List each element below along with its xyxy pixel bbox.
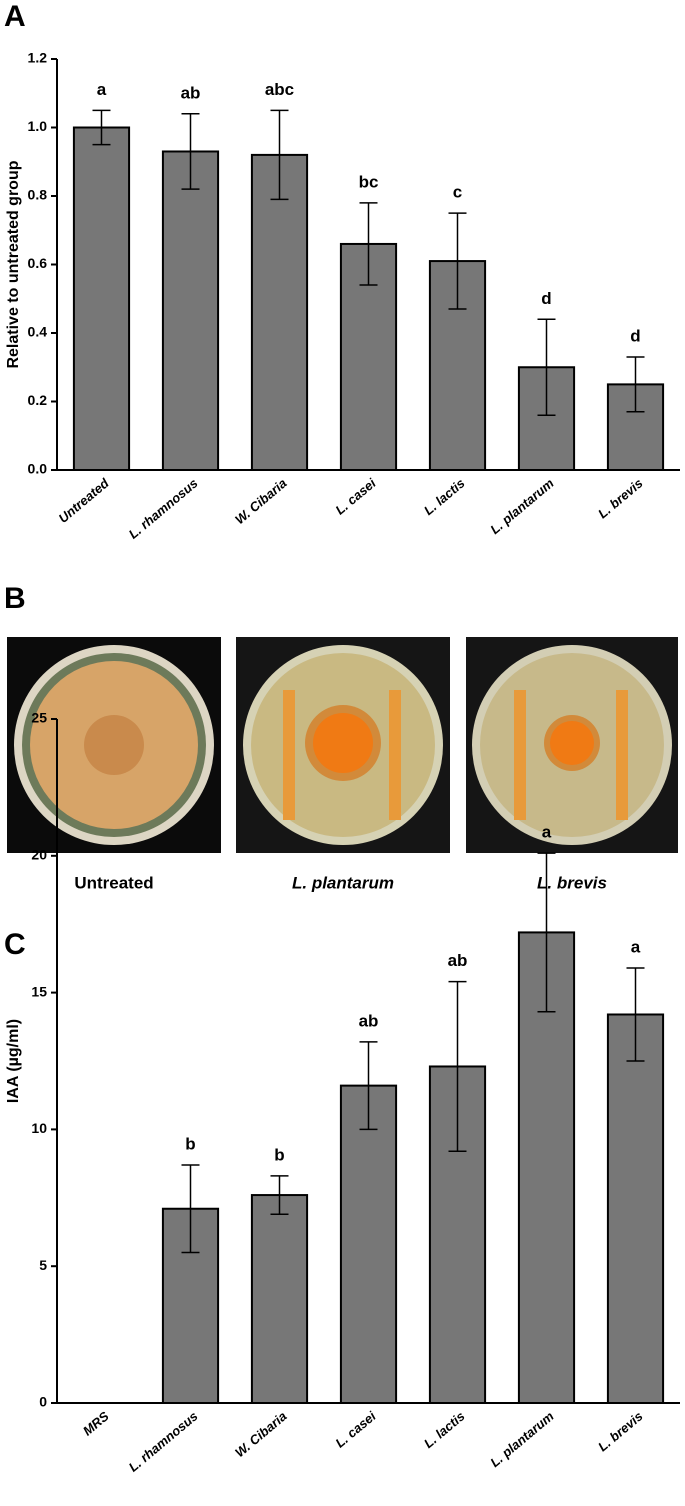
photo-caption: L. brevis bbox=[537, 873, 607, 892]
y-tick-label: 10 bbox=[31, 1120, 47, 1136]
x-tick-label: W. Cibaria bbox=[232, 475, 290, 527]
y-tick-label: 0 bbox=[39, 1394, 47, 1410]
y-tick-label: 20 bbox=[31, 847, 47, 863]
x-tick-label: W. Cibaria bbox=[232, 1408, 290, 1460]
significance-label: b bbox=[185, 1134, 195, 1153]
panel-label: C bbox=[4, 928, 26, 961]
bar bbox=[161, 150, 220, 471]
bar bbox=[606, 1013, 665, 1404]
significance-label: ab bbox=[181, 83, 201, 102]
x-tick-label: L. rhamnosus bbox=[126, 475, 201, 541]
y-tick-label: 1.0 bbox=[28, 118, 48, 134]
panel-label: A bbox=[4, 0, 26, 33]
significance-label: a bbox=[97, 80, 107, 99]
photo bbox=[236, 637, 450, 853]
y-axis-label: Relative to untreated group bbox=[5, 160, 22, 368]
significance-label: ab bbox=[448, 951, 468, 970]
x-tick-label: L. plantarum bbox=[487, 1408, 557, 1470]
significance-label: c bbox=[453, 183, 462, 202]
y-axis-label: IAA (µg/ml) bbox=[5, 1019, 22, 1103]
significance-label: ab bbox=[359, 1011, 379, 1030]
x-tick-label: L. plantarum bbox=[487, 475, 557, 537]
x-tick-label: L. brevis bbox=[595, 1408, 646, 1454]
y-tick-label: 1.2 bbox=[28, 50, 48, 66]
x-tick-label: L. casei bbox=[332, 1408, 378, 1450]
x-tick-label: L. casei bbox=[332, 475, 378, 517]
bar bbox=[250, 153, 309, 471]
bar bbox=[72, 126, 131, 471]
photo bbox=[466, 637, 678, 853]
x-tick-label: Untreated bbox=[56, 475, 113, 526]
photo-caption: L. plantarum bbox=[292, 873, 394, 892]
significance-label: abc bbox=[265, 80, 294, 99]
bar bbox=[339, 1084, 398, 1405]
y-tick-label: 5 bbox=[39, 1257, 47, 1273]
x-tick-label: L. brevis bbox=[595, 475, 646, 521]
photo bbox=[7, 637, 221, 853]
y-tick-label: 0.4 bbox=[28, 324, 48, 340]
significance-label: a bbox=[542, 823, 552, 842]
y-tick-label: 15 bbox=[31, 983, 47, 999]
x-tick-label: L. lactis bbox=[421, 475, 468, 518]
significance-label: bc bbox=[359, 172, 379, 191]
photo-caption: Untreated bbox=[74, 873, 153, 892]
significance-label: d bbox=[630, 326, 640, 345]
significance-label: b bbox=[274, 1145, 284, 1164]
bar bbox=[517, 366, 576, 471]
x-tick-label: MRS bbox=[80, 1408, 112, 1438]
y-tick-label: 0.8 bbox=[28, 187, 48, 203]
significance-label: a bbox=[631, 937, 641, 956]
significance-label: d bbox=[541, 289, 551, 308]
panel-label: B bbox=[4, 582, 26, 615]
y-tick-label: 25 bbox=[31, 710, 47, 726]
x-tick-label: L. rhamnosus bbox=[126, 1408, 201, 1474]
bar bbox=[250, 1194, 309, 1404]
y-tick-label: 0.2 bbox=[28, 392, 48, 408]
x-tick-label: L. lactis bbox=[421, 1408, 468, 1451]
y-tick-label: 0.6 bbox=[28, 255, 48, 271]
y-tick-label: 0.0 bbox=[28, 461, 48, 477]
